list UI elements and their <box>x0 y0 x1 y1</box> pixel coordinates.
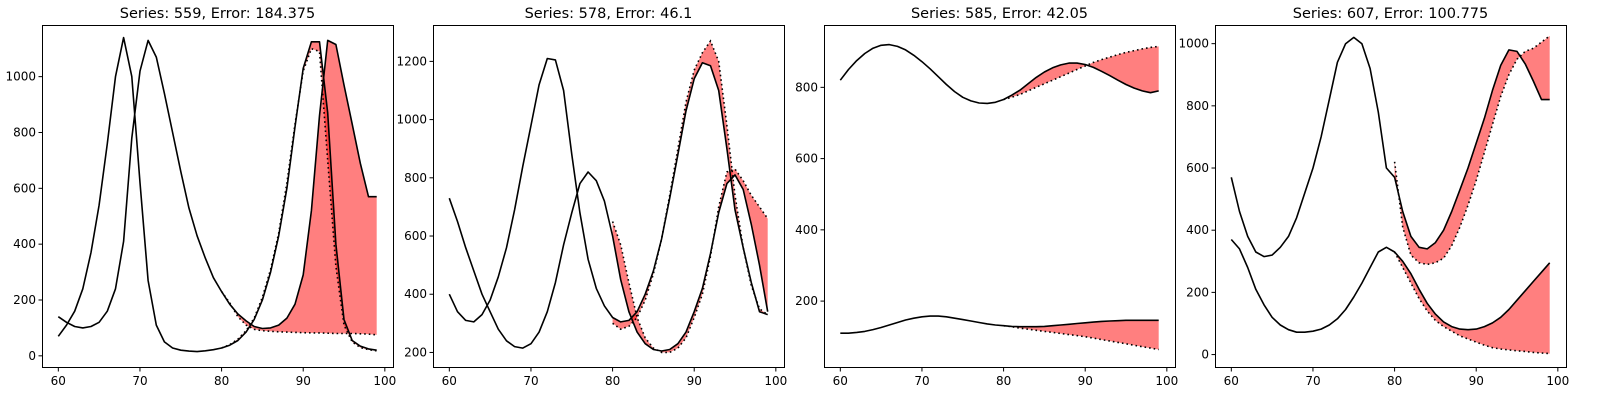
x-tick-label: 70 <box>132 374 147 388</box>
y-tick-label: 600 <box>1186 161 1209 175</box>
forecast-line-1 <box>611 168 769 354</box>
chart-title: Series: 585, Error: 42.05 <box>911 6 1088 22</box>
x-tick-label: 60 <box>833 374 848 388</box>
forecast-line-1 <box>1393 251 1550 355</box>
forecast-line-1 <box>1003 45 1159 101</box>
y-tick-label: 200 <box>404 345 427 359</box>
x-tick-label: 100 <box>1546 374 1569 388</box>
y-tick-label: 400 <box>795 223 818 237</box>
forecast-line-1 <box>220 291 377 336</box>
y-tick-label: 1000 <box>396 113 427 127</box>
series-line-1 <box>448 171 769 352</box>
series-line-2 <box>840 315 1159 335</box>
forecast-line-2 <box>221 47 377 352</box>
chart-title: Series: 578, Error: 46.1 <box>525 6 693 22</box>
plot-area <box>1230 35 1551 355</box>
y-tick-label: 800 <box>1186 99 1209 113</box>
y-tick-label: 1000 <box>1178 37 1209 51</box>
y-tick-label: 0 <box>1201 348 1209 362</box>
y-tick-label: 200 <box>13 293 36 307</box>
y-tick-label: 1200 <box>396 54 427 68</box>
y-tick-label: 600 <box>795 152 818 166</box>
series-line-1 <box>1230 238 1551 334</box>
series-line-1 <box>839 43 1159 105</box>
forecast-line-2 <box>1003 324 1159 351</box>
x-tick-label: 100 <box>1155 374 1178 388</box>
x-tick-label: 70 <box>523 374 538 388</box>
axes-frame <box>824 25 1176 368</box>
x-tick-label: 70 <box>1305 374 1320 388</box>
axes-frame <box>42 25 394 368</box>
y-tick-label: 600 <box>404 229 427 243</box>
y-tick-label: 800 <box>404 171 427 185</box>
axes-frame <box>433 25 785 368</box>
y-tick-label: 400 <box>1186 223 1209 237</box>
y-tick-label: 800 <box>795 80 818 94</box>
axes-frame <box>1215 25 1567 368</box>
error-area-1 <box>1394 252 1550 354</box>
x-tick-label: 70 <box>914 374 929 388</box>
chart-panel-3: 60 70 80 90 100 200 400 600 800 Series: 585, Erro… <box>795 6 1178 388</box>
chart-title: Series: 607, Error: 100.775 <box>1293 6 1489 22</box>
y-tick-label: 0 <box>28 349 36 363</box>
series-line-2 <box>448 57 768 323</box>
plot-area <box>57 36 377 353</box>
x-tick-label: 90 <box>1078 374 1093 388</box>
y-tick-label: 1000 <box>5 70 36 84</box>
x-tick-label: 60 <box>442 374 457 388</box>
y-tick-label: 200 <box>1186 285 1209 299</box>
series-line-2 <box>1230 36 1550 258</box>
y-tick-label: 400 <box>404 287 427 301</box>
x-tick-label: 80 <box>996 374 1011 388</box>
y-tick-label: 600 <box>13 181 36 195</box>
error-area-2 <box>1394 35 1550 265</box>
y-tick-label: 800 <box>13 125 36 139</box>
x-tick-label: 90 <box>1469 374 1484 388</box>
forecast-line-2 <box>1393 35 1551 266</box>
error-area-2 <box>1003 320 1159 350</box>
x-tick-label: 90 <box>687 374 702 388</box>
series-line-2 <box>57 39 377 330</box>
forecast-line-2 <box>612 39 769 331</box>
chart-panel-2: 60 70 80 90 100 200 400 600 800 1000 1200 Series: 5… <box>396 6 787 388</box>
x-tick-label: 80 <box>605 374 620 388</box>
x-tick-label: 80 <box>214 374 229 388</box>
plot-area <box>839 43 1159 351</box>
x-tick-label: 80 <box>1387 374 1402 388</box>
error-area-2 <box>221 41 377 351</box>
x-tick-label: 100 <box>373 374 396 388</box>
x-tick-label: 60 <box>51 374 66 388</box>
x-tick-label: 60 <box>1224 374 1239 388</box>
chart-title: Series: 559, Error: 184.375 <box>120 6 316 22</box>
y-tick-label: 200 <box>795 294 818 308</box>
x-tick-label: 100 <box>764 374 787 388</box>
plot-area <box>448 39 769 354</box>
y-tick-label: 400 <box>13 237 36 251</box>
x-tick-label: 90 <box>296 374 311 388</box>
error-area-1 <box>1003 46 1159 100</box>
